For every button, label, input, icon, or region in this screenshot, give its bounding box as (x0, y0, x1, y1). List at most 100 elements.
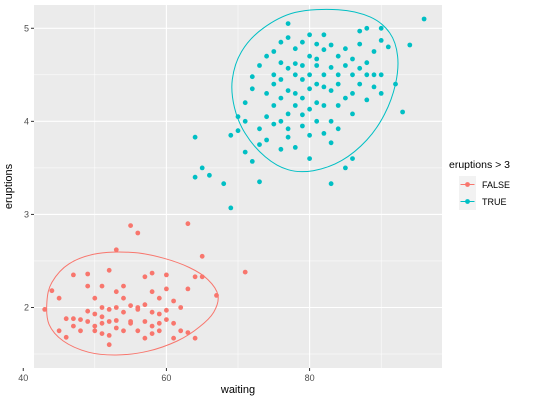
legend-item-false: FALSE (459, 176, 510, 193)
point-true (321, 47, 327, 53)
point-true (400, 109, 405, 115)
point-true (321, 84, 327, 90)
point-false (78, 317, 83, 322)
y-axis-ticks: 2 3 4 5 (24, 23, 34, 313)
x-tick-label: 80 (305, 373, 315, 383)
point-false (56, 295, 62, 301)
point-false (99, 320, 105, 326)
point-true (343, 63, 348, 68)
y-tick-label: 2 (24, 303, 29, 313)
point-false (128, 223, 134, 229)
point-false (113, 289, 119, 295)
legend-label: FALSE (482, 180, 510, 190)
point-true (271, 81, 277, 87)
point-true (307, 86, 312, 92)
point-true (228, 132, 234, 138)
point-true (285, 21, 291, 26)
point-true (278, 39, 284, 45)
point-true (328, 140, 334, 146)
point-false (92, 328, 98, 334)
point-true (278, 118, 284, 124)
point-true (300, 123, 305, 129)
point-true (357, 28, 363, 34)
point-true (335, 53, 341, 59)
point-false (85, 271, 91, 277)
point-true (278, 77, 284, 82)
point-true (292, 103, 298, 108)
point-false (164, 272, 169, 278)
point-false (106, 333, 112, 338)
point-true (364, 25, 370, 31)
point-false (185, 286, 191, 292)
point-true (292, 72, 298, 78)
point-true (393, 81, 398, 87)
point-true (350, 91, 355, 96)
point-true (278, 146, 284, 152)
point-true (235, 114, 241, 120)
point-false (85, 283, 91, 289)
point-true (407, 42, 413, 48)
point-true (207, 172, 212, 178)
point-true (278, 95, 284, 101)
point-true (335, 126, 341, 132)
point-false (121, 309, 126, 315)
point-false (106, 307, 112, 312)
point-true (242, 100, 248, 106)
point-false (42, 307, 48, 312)
point-true (378, 25, 384, 31)
point-true (271, 49, 277, 54)
point-true (421, 16, 427, 22)
point-true (300, 95, 305, 101)
point-false (142, 302, 148, 308)
point-false (156, 328, 162, 334)
point-false (178, 328, 184, 334)
point-false (63, 334, 69, 340)
point-true (192, 134, 198, 140)
point-true (242, 149, 248, 155)
point-false (135, 307, 141, 312)
point-true (321, 103, 327, 108)
point-true (343, 95, 348, 101)
point-true (343, 165, 348, 171)
point-true (307, 32, 312, 38)
point-false (113, 325, 119, 331)
point-true (307, 72, 312, 78)
point-true (371, 72, 377, 78)
point-true (321, 131, 327, 136)
point-false (149, 331, 155, 336)
point-true (343, 46, 348, 52)
point-true (328, 88, 334, 93)
point-false (71, 272, 76, 278)
point-true (328, 42, 334, 48)
legend-key-point (465, 182, 470, 187)
point-true (235, 128, 241, 134)
x-tick-label: 60 (161, 373, 171, 383)
y-axis-title: eruptions (3, 163, 15, 209)
point-false (135, 230, 141, 236)
point-true (335, 81, 341, 87)
point-true (371, 49, 377, 54)
point-false (99, 331, 105, 336)
point-true (385, 44, 391, 50)
point-false (199, 253, 205, 259)
point-false (149, 270, 155, 276)
point-true (321, 72, 327, 78)
point-false (85, 308, 91, 314)
point-false (164, 307, 169, 313)
point-true (271, 72, 277, 78)
point-true (314, 63, 320, 68)
point-true (357, 81, 363, 87)
ellipse-false (46, 251, 219, 356)
point-true (292, 145, 298, 150)
point-true (285, 65, 291, 71)
point-true (285, 88, 291, 93)
legend-item-true: TRUE (459, 193, 507, 210)
point-true (350, 156, 355, 162)
point-true (257, 142, 262, 148)
point-false (135, 328, 141, 334)
point-true (285, 126, 291, 132)
point-false (106, 342, 112, 348)
point-false (192, 274, 198, 280)
point-true (335, 103, 341, 108)
